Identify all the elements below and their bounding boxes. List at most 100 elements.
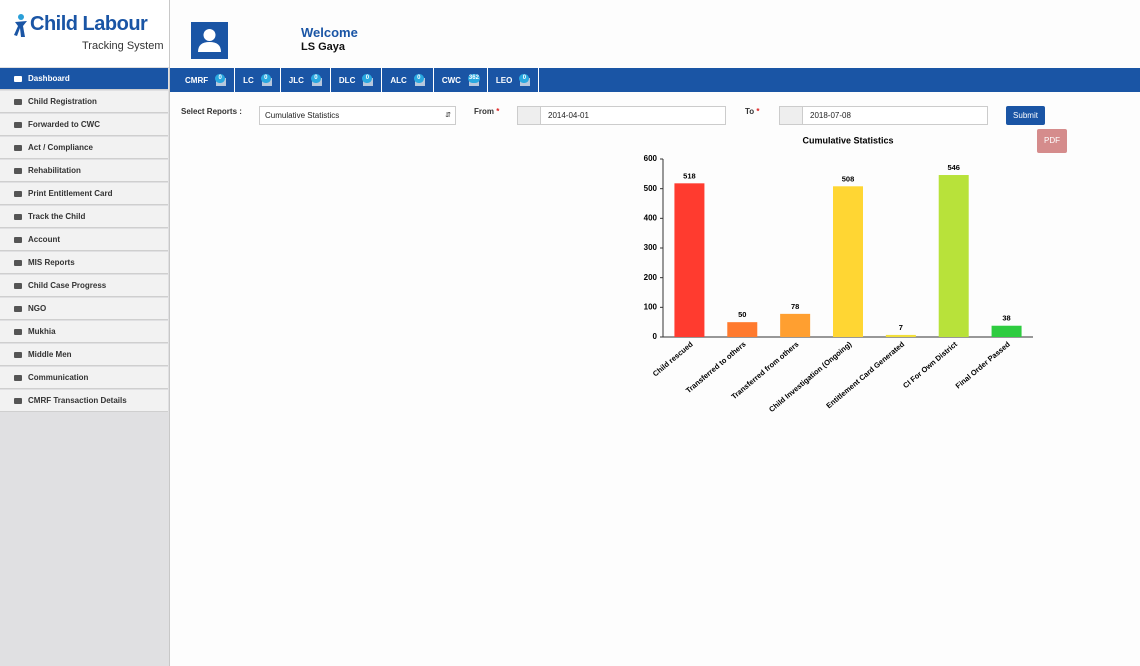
avatar <box>191 22 228 59</box>
menu-icon <box>14 191 22 197</box>
required-mark: * <box>756 107 760 116</box>
bar <box>885 334 916 337</box>
menu-label: Rehabilitation <box>28 166 81 175</box>
menu-label: NGO <box>28 304 47 313</box>
pdf-button[interactable]: PDF <box>1037 129 1067 153</box>
calendar-icon <box>780 107 803 124</box>
menu-item[interactable]: Account <box>0 229 168 251</box>
menu-label: Act / Compliance <box>28 143 93 152</box>
tab-label: ALC <box>390 75 407 85</box>
menu-icon <box>14 329 22 335</box>
tab-icon: 0 <box>413 74 425 86</box>
select-value: Cumulative Statistics <box>265 111 340 120</box>
menu-item[interactable]: Child Registration <box>0 91 168 113</box>
value-label: 518 <box>683 171 696 180</box>
value-label: 7 <box>899 323 903 332</box>
bar <box>991 325 1022 337</box>
tab[interactable]: CWC 362 <box>434 68 488 92</box>
menu-label: Account <box>28 235 60 244</box>
value-label: 50 <box>738 310 746 319</box>
menu-label: Track the Child <box>28 212 86 221</box>
tab-badge: 0 <box>413 74 424 83</box>
bar <box>674 183 705 337</box>
to-text: To <box>745 107 755 116</box>
tab-badge: 362 <box>467 74 480 83</box>
tab[interactable]: JLC 0 <box>281 68 331 92</box>
x-tick-label: Child Investigation (Ongoing) <box>767 339 854 414</box>
menu-icon <box>14 398 22 404</box>
menu-item[interactable]: Child Case Progress <box>0 275 168 297</box>
tab-icon: 0 <box>362 74 374 86</box>
tab-label: DLC <box>338 75 356 85</box>
y-tick-label: 200 <box>644 273 658 282</box>
menu-item[interactable]: Dashboard <box>0 68 168 90</box>
to-date[interactable]: 2018-07-08 <box>779 106 988 125</box>
menu-icon <box>14 375 22 381</box>
menu-label: Child Case Progress <box>28 281 107 290</box>
menu-label: Communication <box>28 373 89 382</box>
logo: Child Labour Tracking System <box>0 0 169 67</box>
tab[interactable]: DLC 0 <box>331 68 383 92</box>
tab-badge: 0 <box>260 74 271 83</box>
logo-title: Child Labour <box>30 13 148 35</box>
menu-icon <box>14 76 22 82</box>
menu-item[interactable]: NGO <box>0 298 168 320</box>
from-date[interactable]: 2014-04-01 <box>517 106 726 125</box>
y-tick-label: 0 <box>653 332 658 341</box>
menu-item[interactable]: Communication <box>0 367 168 389</box>
submit-button[interactable]: Submit <box>1006 106 1045 125</box>
menu-item[interactable]: Rehabilitation <box>0 160 168 182</box>
tab-label: LC <box>243 75 254 85</box>
tab-icon: 0 <box>260 74 272 86</box>
tab[interactable]: LEO 0 <box>488 68 540 92</box>
y-tick-label: 300 <box>644 243 658 252</box>
y-tick-label: 100 <box>644 302 658 311</box>
x-tick-label: Child rescued <box>651 339 695 378</box>
tab-label: CWC <box>441 75 461 85</box>
chart-title: Cumulative Statistics <box>802 135 893 145</box>
value-label: 546 <box>947 163 960 172</box>
menu-label: MIS Reports <box>28 258 75 267</box>
menu-icon <box>14 145 22 151</box>
menu-item[interactable]: Act / Compliance <box>0 137 168 159</box>
chart: Cumulative Statistics 0 100 200 300 400 500 60… <box>644 135 1033 414</box>
value-label: 508 <box>842 174 855 183</box>
to-value: 2018-07-08 <box>810 111 851 120</box>
tab-icon: 0 <box>519 74 531 86</box>
logo-subtitle: Tracking System <box>82 40 164 52</box>
bar <box>938 175 969 337</box>
logo-icon <box>14 14 27 37</box>
tab[interactable]: CMRF 0 <box>177 68 236 92</box>
menu-item[interactable]: Track the Child <box>0 206 168 228</box>
tab-icon: 362 <box>467 74 480 86</box>
menu-item[interactable]: Middle Men <box>0 344 168 366</box>
menu-label: Dashboard <box>28 74 70 83</box>
x-tick-label: Final Order Passed <box>954 339 1012 390</box>
menu-icon <box>14 214 22 220</box>
tab[interactable]: LC 0 <box>235 68 281 92</box>
tab-badge: 0 <box>310 74 321 83</box>
menu-item[interactable]: Forwarded to CWC <box>0 114 168 136</box>
menu-item[interactable]: Mukhia <box>0 321 168 343</box>
menu-label: Forwarded to CWC <box>28 120 100 129</box>
bar <box>833 186 863 337</box>
menu-item[interactable]: Print Entitlement Card <box>0 183 168 205</box>
y-tick-label: 600 <box>644 154 658 163</box>
calendar-icon <box>518 107 541 124</box>
tab-badge: 0 <box>362 74 373 83</box>
tab-bar: CMRF 0 LC 0 JLC 0 DLC 0 ALC 0 CWC 362 LEO 0 <box>170 68 1140 92</box>
menu-item[interactable]: MIS Reports <box>0 252 168 274</box>
welcome: Welcome <box>301 25 358 40</box>
y-tick-label: 500 <box>644 184 658 193</box>
y-tick-label: 400 <box>644 213 658 222</box>
menu-item[interactable]: CMRF Transaction Details <box>0 390 168 412</box>
tab-label: CMRF <box>185 75 209 85</box>
tab-label: JLC <box>288 75 304 85</box>
menu-label: Print Entitlement Card <box>28 189 113 198</box>
tab[interactable]: ALC 0 <box>382 68 434 92</box>
menu-label: Mukhia <box>28 327 56 336</box>
select-arrow: ⇵ <box>445 112 451 119</box>
report-select[interactable]: Cumulative Statistics ⇵ <box>259 106 456 125</box>
value-label: 38 <box>1002 314 1010 323</box>
